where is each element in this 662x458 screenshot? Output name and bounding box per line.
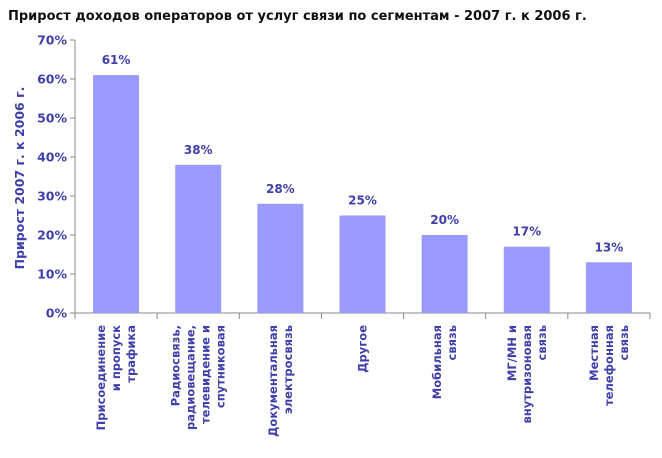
category-label: Радиосвязь,радиовещание,телевидение испу…	[169, 325, 228, 430]
category-label-line: связь	[445, 325, 459, 360]
y-tick-label: 20%	[37, 228, 67, 243]
category-label-line: радиовещание,	[184, 325, 198, 430]
category-label-line: Мобильная	[430, 325, 444, 399]
category-label-line: и пропуск	[109, 325, 123, 391]
category-label-line: телевидение и	[199, 325, 213, 424]
y-tick-label: 40%	[37, 150, 67, 165]
y-axis-title: Прирост 2007 г. к 2006 г.	[12, 87, 27, 270]
y-tick-label: 30%	[37, 189, 67, 204]
category-label-line: связь	[535, 325, 549, 360]
data-label: 17%	[512, 225, 541, 239]
category-label: Другое	[356, 325, 370, 373]
category-label: МГ/МН ивнутризоноваясвязь	[505, 325, 549, 424]
bar	[421, 235, 468, 313]
y-tick-label: 60%	[37, 72, 67, 87]
data-label: 20%	[430, 213, 459, 227]
category-label: Местнаятелефоннаясвязь	[587, 325, 631, 406]
data-label: 61%	[102, 53, 131, 67]
y-tick-label: 50%	[37, 111, 67, 126]
bar	[339, 215, 386, 313]
category-label-line: Другое	[356, 325, 370, 373]
y-tick-label: 70%	[37, 33, 67, 48]
data-label: 25%	[348, 194, 377, 208]
data-label: 28%	[266, 182, 295, 196]
data-label: 38%	[184, 143, 213, 157]
category-label-line: Радиосвязь,	[169, 325, 183, 406]
category-label-line: Присоединение	[94, 325, 108, 431]
category-label-line: МГ/МН и	[505, 325, 519, 381]
bar	[175, 164, 222, 313]
bar	[503, 246, 550, 313]
category-label: Присоединениеи пропусктрафика	[94, 325, 138, 431]
category-label: Документальнаяэлектросвязь	[266, 325, 295, 437]
category-label-line: связь	[617, 325, 631, 360]
y-tick-label: 0%	[46, 306, 68, 321]
y-tick-label: 10%	[37, 267, 67, 282]
bar	[585, 262, 632, 313]
category-label-line: спутниковая	[214, 325, 228, 408]
data-label: 13%	[595, 240, 624, 254]
category-label: Мобильнаясвязь	[430, 325, 459, 399]
chart-title: Прирост доходов операторов от услуг связ…	[8, 9, 587, 24]
category-label-line: Местная	[587, 325, 601, 381]
category-label-line: телефонная	[602, 325, 616, 406]
category-label-line: внутризоновая	[520, 325, 534, 424]
category-label-line: Документальная	[266, 325, 280, 437]
bar	[257, 203, 304, 313]
plot-area: 0% 10% 20% 30% 40% 50% 60% 70% 61% Присоединениеи…	[37, 33, 651, 437]
category-label-line: трафика	[124, 325, 138, 383]
bar	[93, 75, 140, 313]
category-label-line: электросвязь	[281, 325, 295, 414]
